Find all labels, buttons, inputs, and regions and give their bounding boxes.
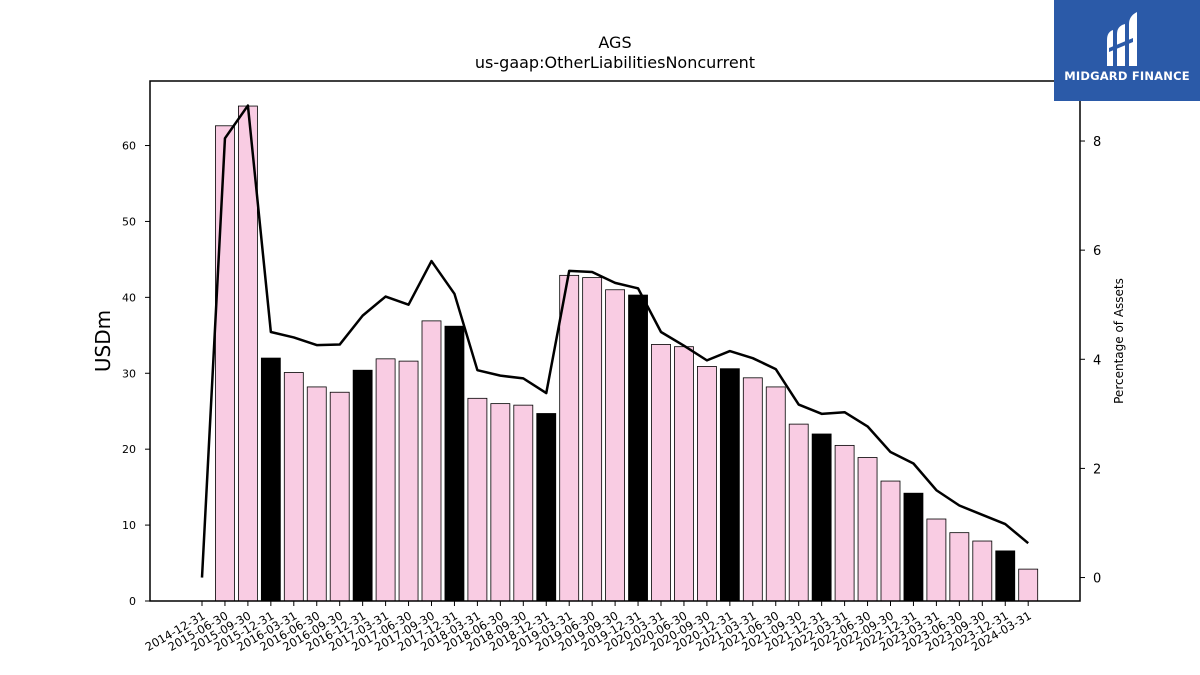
bar-2016-03-31	[283, 372, 304, 602]
bar-2021-03-31	[742, 377, 763, 602]
y2-tick-label: 8	[1093, 135, 1101, 150]
axes-group: 0102030405060024682014-12-312015-06-3020…	[122, 80, 1101, 654]
bar-2016-06-30	[306, 386, 327, 602]
brand-mark-icon	[1107, 12, 1137, 66]
bar-2020-12-31	[719, 368, 740, 602]
brand-name: MIDGARD FINANCE	[1064, 69, 1190, 83]
bar-2019-09-30	[605, 289, 625, 602]
chart-title: AGS	[598, 33, 631, 52]
y2-tick-label: 0	[1093, 572, 1101, 587]
y-tick-label: 60	[122, 140, 136, 153]
bar-2023-09-30	[972, 540, 993, 602]
bar-2022-09-30	[880, 480, 901, 602]
y-axis-label: USDm	[91, 310, 115, 372]
bar-2018-06-30	[490, 403, 511, 602]
y-tick-label: 30	[122, 367, 136, 380]
y2-tick-label: 2	[1093, 462, 1101, 477]
bar-2020-06-30	[674, 346, 694, 602]
bar-2023-12-31	[995, 550, 1016, 602]
bar-2021-12-31	[811, 433, 832, 602]
bar-2018-12-31	[536, 413, 557, 602]
percentage-line	[200, 104, 1029, 578]
bar-2018-09-30	[513, 404, 534, 602]
bar-2017-12-31	[444, 325, 465, 602]
bar-2017-03-31	[375, 358, 396, 602]
bar-2021-09-30	[788, 423, 809, 602]
bar-2020-03-31	[651, 344, 671, 602]
chart-subtitle: us-gaap:OtherLiabilitiesNoncurrent	[475, 53, 755, 72]
bar-2019-06-30	[582, 277, 603, 602]
bar-2019-12-31	[628, 294, 648, 602]
bar-2022-03-31	[834, 444, 855, 602]
bar-2017-09-30	[421, 320, 442, 602]
bar-2022-06-30	[857, 457, 878, 602]
y2-tick-label: 4	[1093, 353, 1101, 368]
bar-2016-09-30	[329, 391, 350, 602]
bar-2015-12-31	[260, 357, 281, 602]
bar-2022-12-31	[903, 492, 924, 602]
bar-2020-09-30	[697, 366, 717, 602]
bar-2021-06-30	[765, 386, 786, 602]
y-tick-label: 50	[122, 215, 136, 228]
bar-2023-03-31	[926, 518, 947, 602]
y2-axis-label: Percentage of Assets	[1112, 278, 1126, 404]
bar-2016-12-31	[352, 369, 373, 602]
bar-2018-03-31	[467, 397, 488, 602]
bar-2015-06-30	[215, 125, 235, 602]
brand-logo: MIDGARD FINANCE	[1054, 0, 1200, 101]
y-tick-label: 10	[122, 519, 136, 532]
bar-2024-03-31	[1018, 568, 1039, 602]
bar-2019-03-31	[559, 274, 580, 602]
y-tick-label: 20	[122, 443, 136, 456]
bar-2023-06-30	[949, 532, 970, 602]
y-tick-label: 40	[122, 291, 136, 304]
line-group	[200, 104, 1029, 578]
y2-tick-label: 6	[1093, 244, 1101, 259]
bar-2017-06-30	[398, 360, 419, 602]
bars-group	[215, 105, 1039, 602]
y-tick-label: 0	[129, 595, 136, 608]
